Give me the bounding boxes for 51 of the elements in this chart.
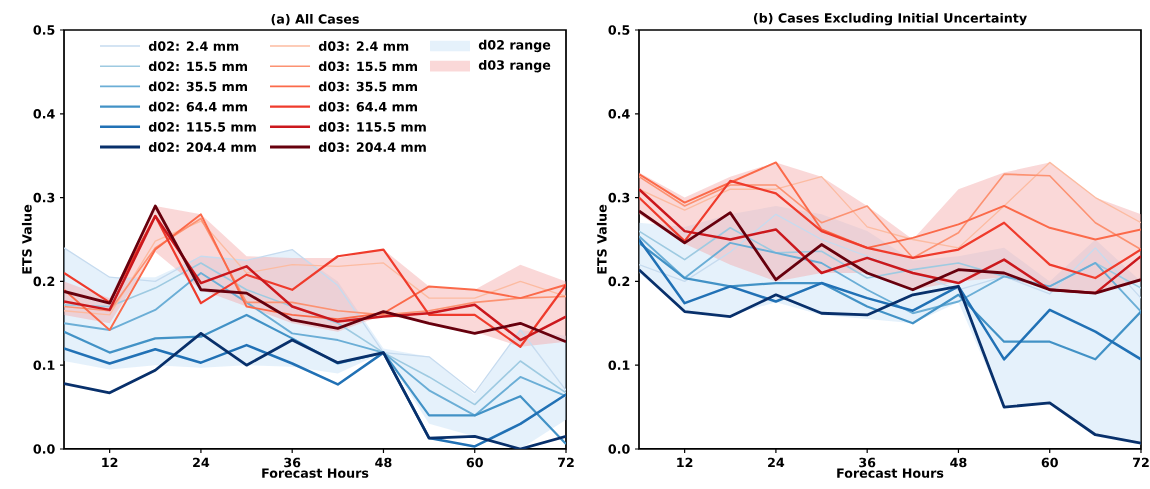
legend-label: d03: 115.5 mm [318,121,426,132]
legend-label: d03: 204.4 mm [318,142,426,152]
legend-label: d02: 35.5 mm [148,81,247,92]
legend-label: d03 range [478,60,551,73]
y-tick-label: 0.3 [608,192,630,203]
x-tick-label: 72 [1133,457,1149,468]
legend-label: d02: 115.5 mm [148,121,256,132]
x-tick-label: 48 [950,457,967,468]
line-series [64,247,566,394]
chart-title: (a) All Cases [271,14,359,26]
y-tick-label: 0.0 [33,444,55,454]
x-tick-label: 72 [558,457,574,468]
y-axis-title: ETS Value [596,204,607,274]
legend-label: d03: 35.5 mm [318,81,417,92]
y-axis-title: ETS Value [21,204,32,274]
y-tick-label: 0.2 [33,276,55,287]
line-series [64,313,566,446]
legend-label: d03: 64.4 mm [318,101,417,112]
y-tick-label: 0.2 [608,276,630,287]
x-tick-label: 12 [677,457,693,468]
x-tick-label: 12 [102,457,118,468]
y-tick-label: 0.4 [33,109,55,119]
line-series [639,268,1141,445]
y-tick-label: 0.1 [33,360,55,370]
chart-title: (b) Cases Excluding Initial Uncertainty [753,12,1027,26]
y-tick-label: 0.5 [33,25,55,35]
x-tick-label: 60 [1041,457,1058,468]
legend-label: d02: 15.5 mm [148,61,247,72]
x-axis-title: Forecast Hours [837,468,944,478]
legend-label: d02: 204.4 mm [148,142,256,152]
y-tick-label: 0.5 [608,25,630,35]
x-tick-label: 36 [859,457,876,468]
x-tick-label: 48 [375,457,392,468]
x-axis-title: Forecast Hours [262,468,369,478]
legend-label: d03: 2.4 mm [318,41,409,51]
line-series [639,173,1141,259]
legend-label: d02 range [478,39,551,53]
line-series [639,235,1141,315]
y-tick-label: 0.3 [33,192,55,203]
legend-label: d02: 64.4 mm [148,101,247,112]
line-series [639,179,1141,280]
x-tick-label: 60 [466,457,483,468]
line-series [639,161,1141,249]
legend-label: d02: 2.4 mm [148,41,239,51]
y-tick-label: 0.1 [608,360,630,370]
x-tick-label: 24 [193,457,210,468]
legend-label: d03: 15.5 mm [318,61,417,72]
y-tick-label: 0.4 [608,109,630,119]
y-tick-label: 0.0 [608,444,630,454]
x-tick-label: 24 [768,457,785,468]
x-tick-label: 36 [284,457,301,468]
